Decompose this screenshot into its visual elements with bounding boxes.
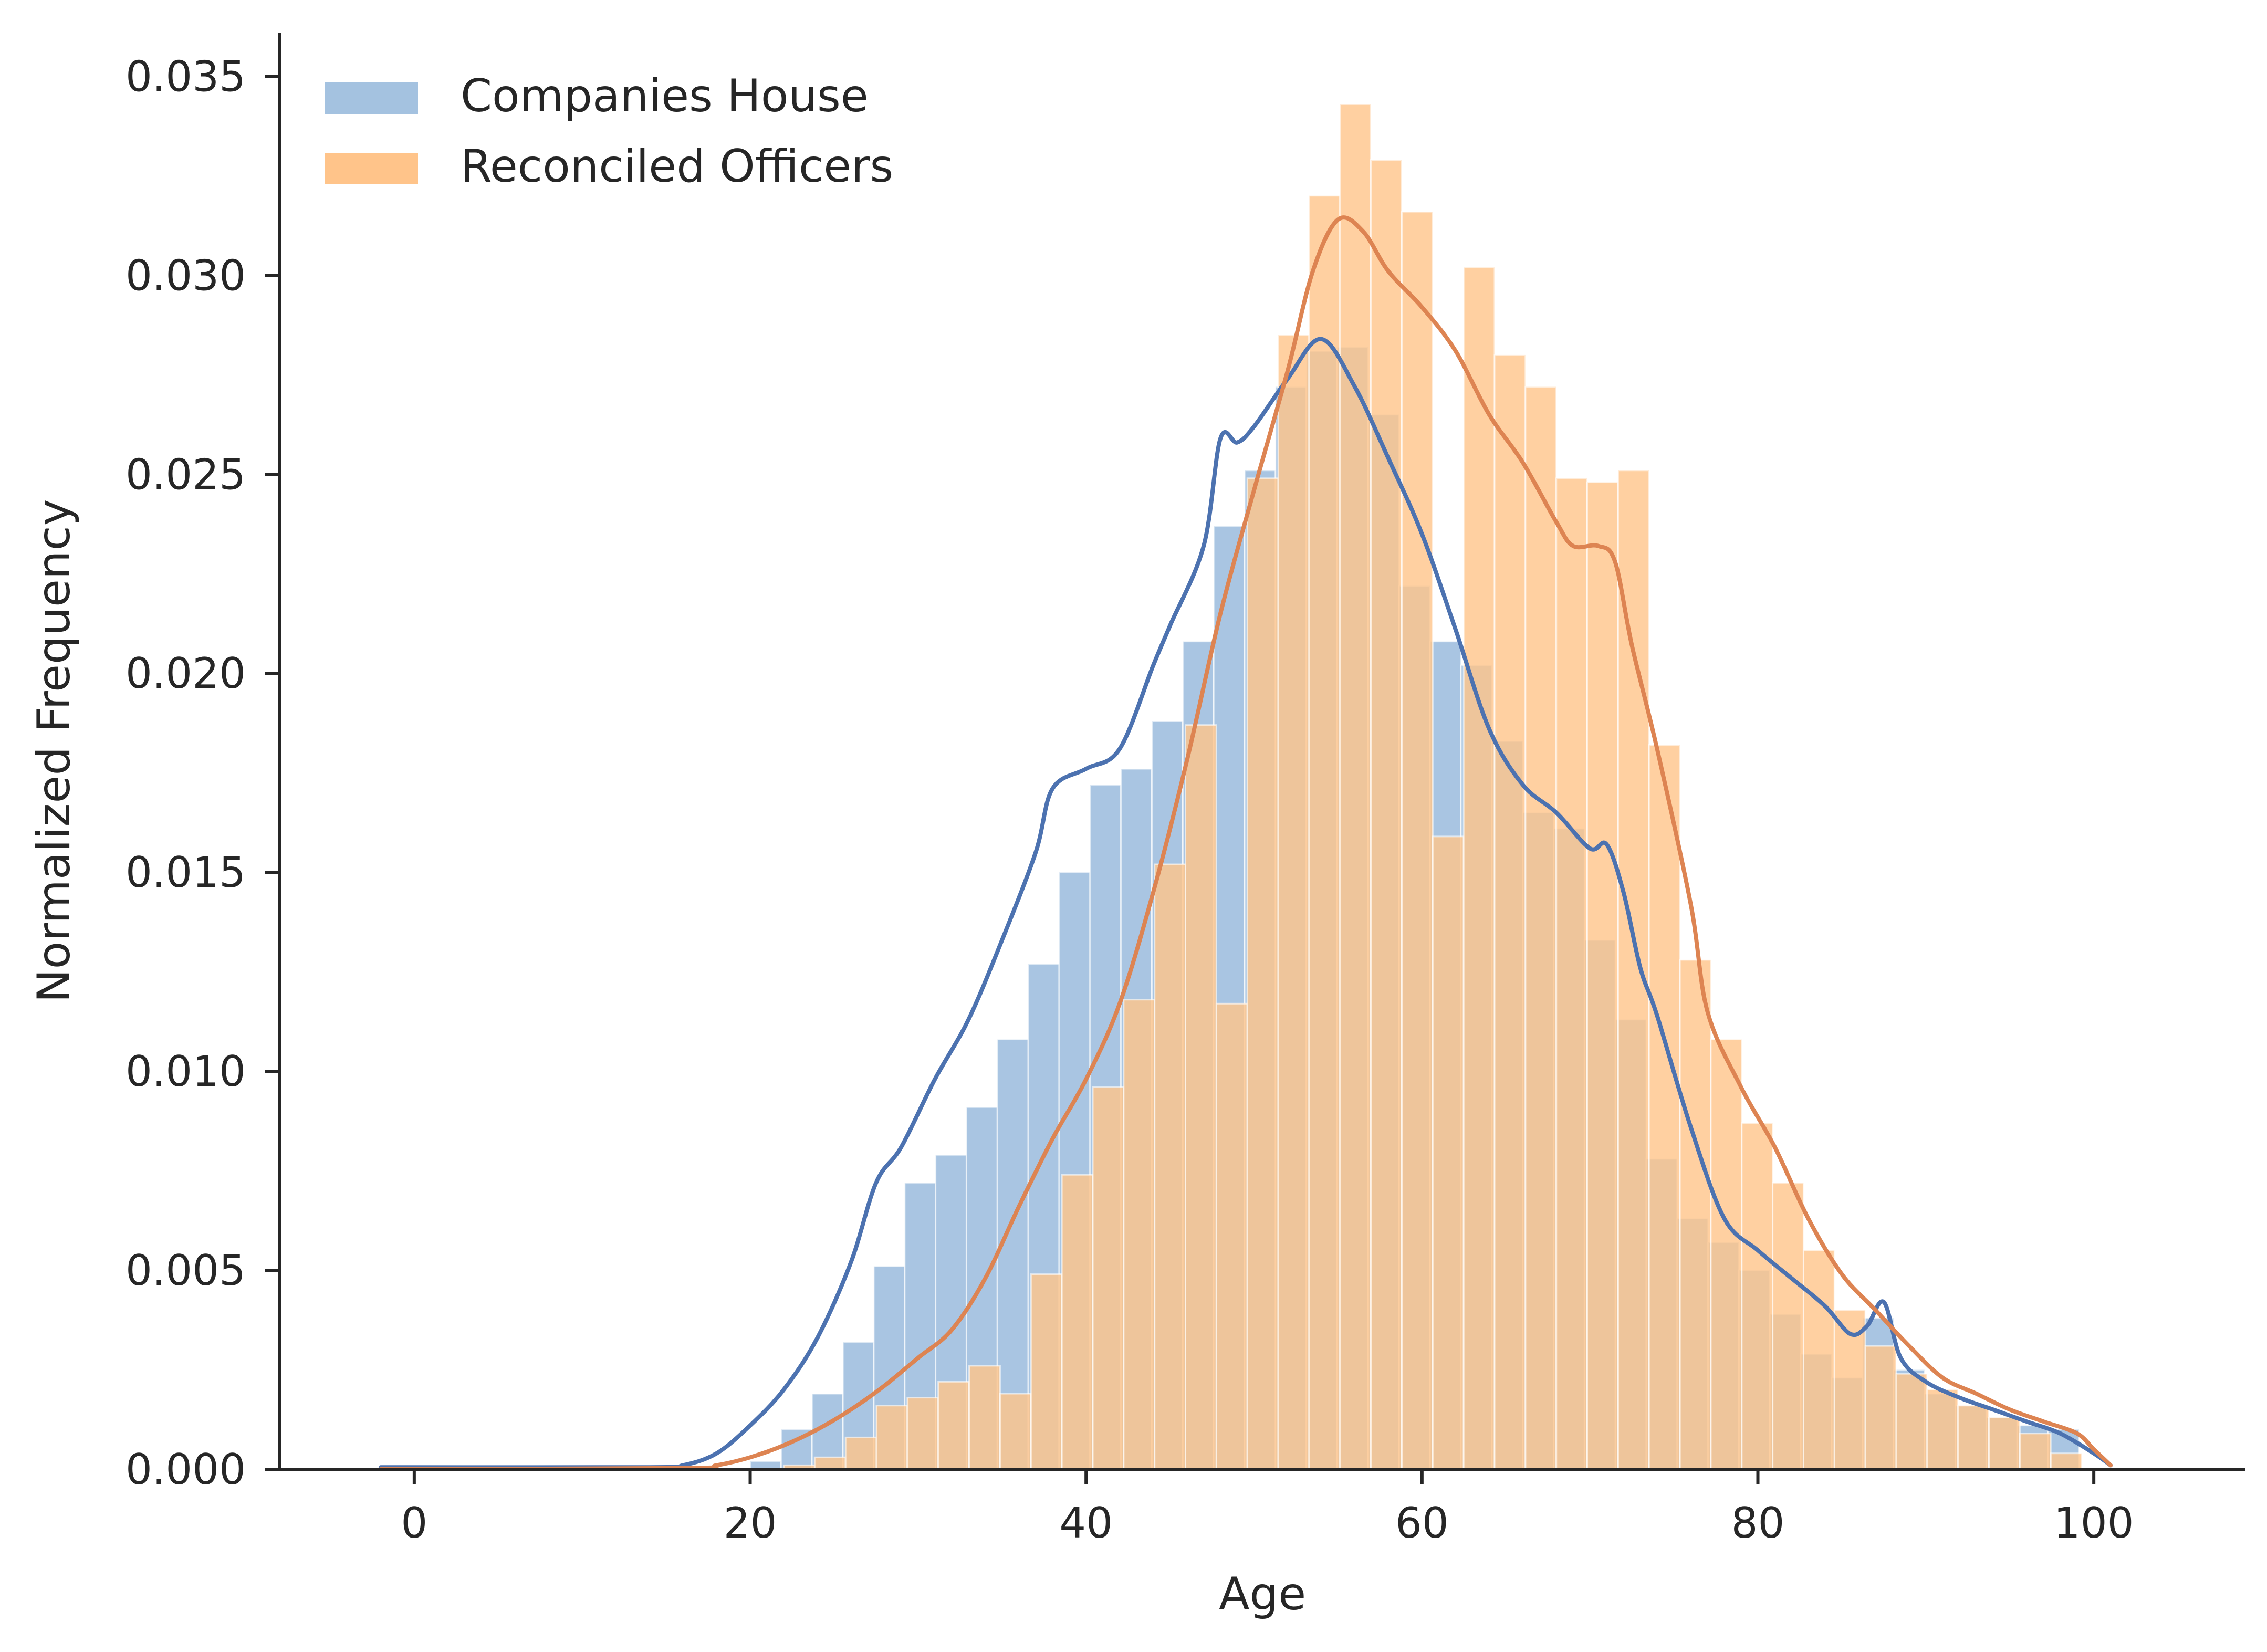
histogram-bar [1370, 159, 1403, 1470]
histogram-bar [1277, 334, 1310, 1470]
x-axis-label: Age [1219, 1568, 1306, 1620]
histogram-bar [1401, 211, 1434, 1470]
y-tick-label: 0.010 [126, 1047, 246, 1096]
legend-swatch-companies-house [323, 81, 419, 115]
kde-layer [378, 215, 2113, 1471]
bars-layer [749, 103, 2083, 1470]
y-tick-label: 0.020 [126, 649, 246, 698]
x-tick-label: 100 [2054, 1499, 2134, 1548]
histogram-bar [1803, 1249, 1835, 1470]
y-tick-label: 0.015 [126, 848, 246, 897]
x-tick-label: 20 [724, 1499, 777, 1548]
histogram-bar [2019, 1433, 2052, 1470]
histogram-bar [1154, 863, 1186, 1470]
histogram-bar [813, 1456, 847, 1470]
histogram-bar [1030, 1273, 1063, 1470]
y-tick-label: 0.025 [126, 450, 246, 499]
legend-label-companies-house: Companies House [461, 70, 869, 122]
x-tick-label: 80 [1731, 1499, 1785, 1548]
histogram-bar [1246, 477, 1279, 1470]
histogram-bar [1493, 354, 1527, 1470]
histogram-bar [1864, 1345, 1897, 1470]
histogram-bar [999, 1393, 1032, 1470]
legend-label-reconciled-officers: Reconciled Officers [461, 140, 893, 193]
y-tick-label: 0.030 [126, 251, 246, 300]
x-tick-label: 60 [1395, 1499, 1449, 1548]
histogram-bar [1524, 386, 1558, 1470]
histogram-bar [1092, 1086, 1125, 1470]
histogram-bar [1648, 744, 1681, 1470]
y-tick-label: 0.000 [126, 1445, 246, 1494]
histogram-bar [1957, 1405, 1990, 1470]
histogram-bar [2050, 1452, 2083, 1470]
y-axis-label: Normalized Frequency [28, 499, 80, 1002]
histogram-bar [1185, 724, 1217, 1470]
histogram-bar [1617, 469, 1650, 1470]
histogram-bar [1710, 1039, 1743, 1470]
histogram-bar [1462, 266, 1496, 1470]
ticks-layer: 0 20 40 60 80 100 0.000 0.005 0.010 0.015 0.020 0.0… [126, 52, 2134, 1548]
histogram-bar [937, 1381, 970, 1470]
histogram-bar [1308, 195, 1341, 1470]
histogram-bar [844, 1436, 877, 1470]
histogram-bar [1215, 1002, 1248, 1470]
x-tick-label: 40 [1059, 1499, 1113, 1548]
y-tick-label: 0.005 [126, 1246, 246, 1295]
legend-swatch-reconciled-officers [323, 152, 419, 185]
histogram-bar [968, 1365, 1001, 1470]
histogram-bar [1061, 1174, 1094, 1470]
histogram-bar [1555, 477, 1588, 1470]
legend: Companies House Reconciled Officers [323, 70, 893, 193]
series-bars-1 [783, 103, 2083, 1470]
histogram-bar [1741, 1122, 1774, 1470]
histogram-bar [1586, 481, 1619, 1470]
histogram-bar [1988, 1417, 2021, 1470]
histogram-bar [1895, 1373, 1928, 1470]
histogram-bar [1123, 999, 1156, 1470]
y-tick-label: 0.035 [126, 52, 246, 101]
histogram-bar [875, 1405, 908, 1470]
histogram-bar [1679, 959, 1712, 1470]
axes-layer [278, 33, 2245, 1471]
histogram-bar [1432, 835, 1465, 1470]
histogram-bar [1926, 1388, 1959, 1470]
kde-line-1 [378, 215, 2113, 1471]
histogram-bar [1772, 1182, 1804, 1470]
histogram-bar [1339, 103, 1372, 1470]
kde-line-0 [378, 337, 2113, 1470]
histogram-bar [906, 1397, 939, 1470]
x-tick-label: 0 [401, 1499, 427, 1548]
